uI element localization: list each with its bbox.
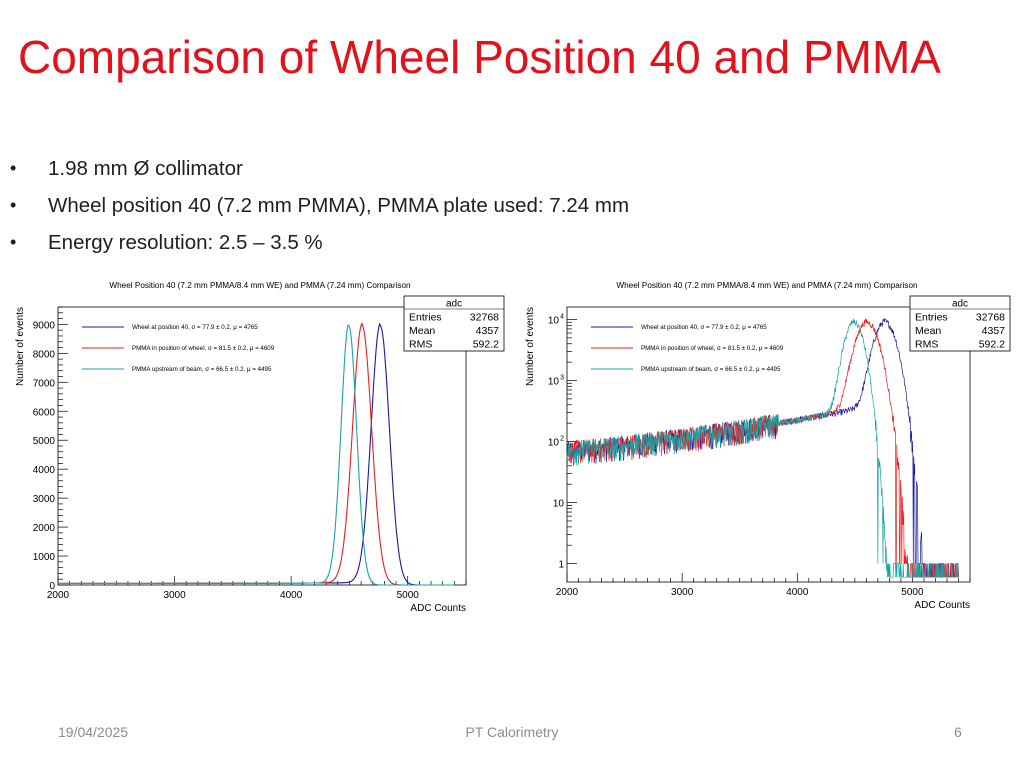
y-axis-label: Number of events	[525, 307, 536, 386]
stats-value: 32768	[470, 312, 499, 324]
bullet-item: • Wheel position 40 (7.2 mm PMMA), PMMA …	[10, 187, 629, 224]
stats-frame	[909, 295, 1011, 352]
y-tick-label: 9000	[33, 320, 56, 331]
y-tick-label: 10	[548, 315, 560, 326]
legend-label: PMMA in position of wheel, σ = 81.5 ± 0.…	[641, 345, 784, 352]
y-tick-label: 10	[548, 438, 560, 449]
stats-key: Entries	[915, 312, 948, 324]
x-tick-label: 5000	[901, 587, 924, 598]
y-tick-label: 10	[553, 499, 565, 510]
y-tick-label: 5000	[33, 436, 56, 447]
x-tick-label: 5000	[397, 590, 420, 601]
stats-value: 32768	[976, 312, 1005, 324]
chart-log: Wheel Position 40 (7.2 mm PMMA/8.4 mm WE…	[525, 281, 1011, 611]
bullet-text: Energy resolution: 2.5 – 3.5 %	[48, 230, 323, 254]
bullet-item: • Energy resolution: 2.5 – 3.5 %	[10, 224, 629, 261]
stats-value: 592.2	[473, 339, 499, 351]
y-tick-label: 10	[548, 377, 560, 388]
chart-linear: Wheel Position 40 (7.2 mm PMMA/8.4 mm WE…	[15, 281, 505, 614]
legend-label: PMMA upstream of beam, σ = 66.5 ± 0.2, μ…	[641, 366, 781, 373]
stats-frame	[403, 295, 505, 352]
y-tick-exponent: 3	[560, 375, 564, 382]
legend-label: Wheel at position 40, σ = 77.9 ± 0.2, μ …	[641, 324, 767, 331]
bullet-list: • 1.98 mm Ø collimator • Wheel position …	[10, 150, 629, 261]
stats-box: adc Entries 32768 Mean 4357 RMS 592.2	[403, 295, 505, 352]
page-number: 6	[954, 724, 962, 740]
footer-date: 19/04/2025	[58, 724, 129, 740]
x-tick-label: 4000	[280, 590, 303, 601]
series-line	[566, 318, 959, 578]
x-tick-label: 3000	[163, 590, 186, 601]
legend-label: PMMA in position of wheel, σ = 81.5 ± 0.…	[132, 345, 275, 352]
bullet-item: • 1.98 mm Ø collimator	[10, 150, 629, 187]
y-axis: 0 1000 2000 3000 4000 5000 6000 7000 8000 9000	[33, 306, 68, 592]
stats-value: 4357	[982, 325, 1006, 337]
x-tick-label: 3000	[671, 587, 694, 598]
y-tick-label: 3000	[33, 494, 56, 505]
stats-key: Mean	[409, 325, 435, 337]
bullet-text: Wheel position 40 (7.2 mm PMMA), PMMA pl…	[48, 193, 630, 217]
x-axis-label: ADC Counts	[410, 603, 466, 614]
series-group	[58, 322, 455, 586]
y-tick-label: 1000	[33, 552, 56, 563]
footer-title: PT Calorimetry	[465, 724, 559, 740]
legend: Wheel at position 40, σ = 77.9 ± 0.2, μ …	[591, 324, 784, 373]
bullet-text: 1.98 mm Ø collimator	[48, 156, 243, 180]
y-tick-label: 6000	[33, 407, 56, 418]
legend: Wheel at position 40, σ = 77.9 ± 0.2, μ …	[82, 324, 275, 373]
y-tick-label: 1	[558, 560, 564, 571]
stats-title: adc	[446, 299, 462, 310]
stats-key: Mean	[915, 325, 941, 337]
x-axis: 2000 3000 4000 5000	[47, 576, 467, 601]
stats-value: 4357	[476, 325, 500, 337]
series-line	[566, 318, 959, 578]
bullet-marker: •	[10, 195, 17, 215]
y-tick-exponent: 4	[560, 313, 564, 320]
x-tick-label: 2000	[556, 587, 579, 598]
y-tick-exponent: 2	[560, 436, 564, 443]
legend-label: Wheel at position 40, σ = 77.9 ± 0.2, μ …	[132, 324, 258, 331]
stats-key: Entries	[409, 312, 442, 324]
y-tick-label: 0	[49, 581, 55, 592]
bullet-marker: •	[10, 158, 17, 178]
series-group	[566, 318, 959, 578]
y-axis-label: Number of events	[15, 307, 26, 386]
chart-title: Wheel Position 40 (7.2 mm PMMA/8.4 mm WE…	[109, 281, 411, 290]
stats-box: adc Entries 32768 Mean 4357 RMS 592.2	[909, 295, 1011, 352]
legend-label: PMMA upstream of beam, σ = 66.5 ± 0.2, μ…	[132, 366, 272, 373]
x-axis: 2000 3000 4000 5000	[556, 573, 971, 598]
stats-key: RMS	[409, 339, 432, 351]
x-axis-label: ADC Counts	[914, 600, 970, 611]
stats-title: adc	[952, 299, 968, 310]
bullet-marker: •	[10, 232, 17, 252]
slide-title: Comparison of Wheel Position 40 and PMMA	[18, 31, 941, 83]
y-tick-label: 2000	[33, 523, 56, 534]
series-line	[58, 322, 455, 586]
stats-value: 592.2	[979, 339, 1005, 351]
x-tick-label: 4000	[786, 587, 809, 598]
chart-title: Wheel Position 40 (7.2 mm PMMA/8.4 mm WE…	[616, 281, 918, 290]
stats-key: RMS	[915, 339, 938, 351]
y-tick-label: 7000	[33, 378, 56, 389]
series-line	[58, 324, 455, 586]
x-tick-label: 2000	[47, 590, 70, 601]
y-tick-label: 8000	[33, 349, 56, 360]
series-line	[58, 322, 455, 586]
y-tick-label: 4000	[33, 465, 56, 476]
